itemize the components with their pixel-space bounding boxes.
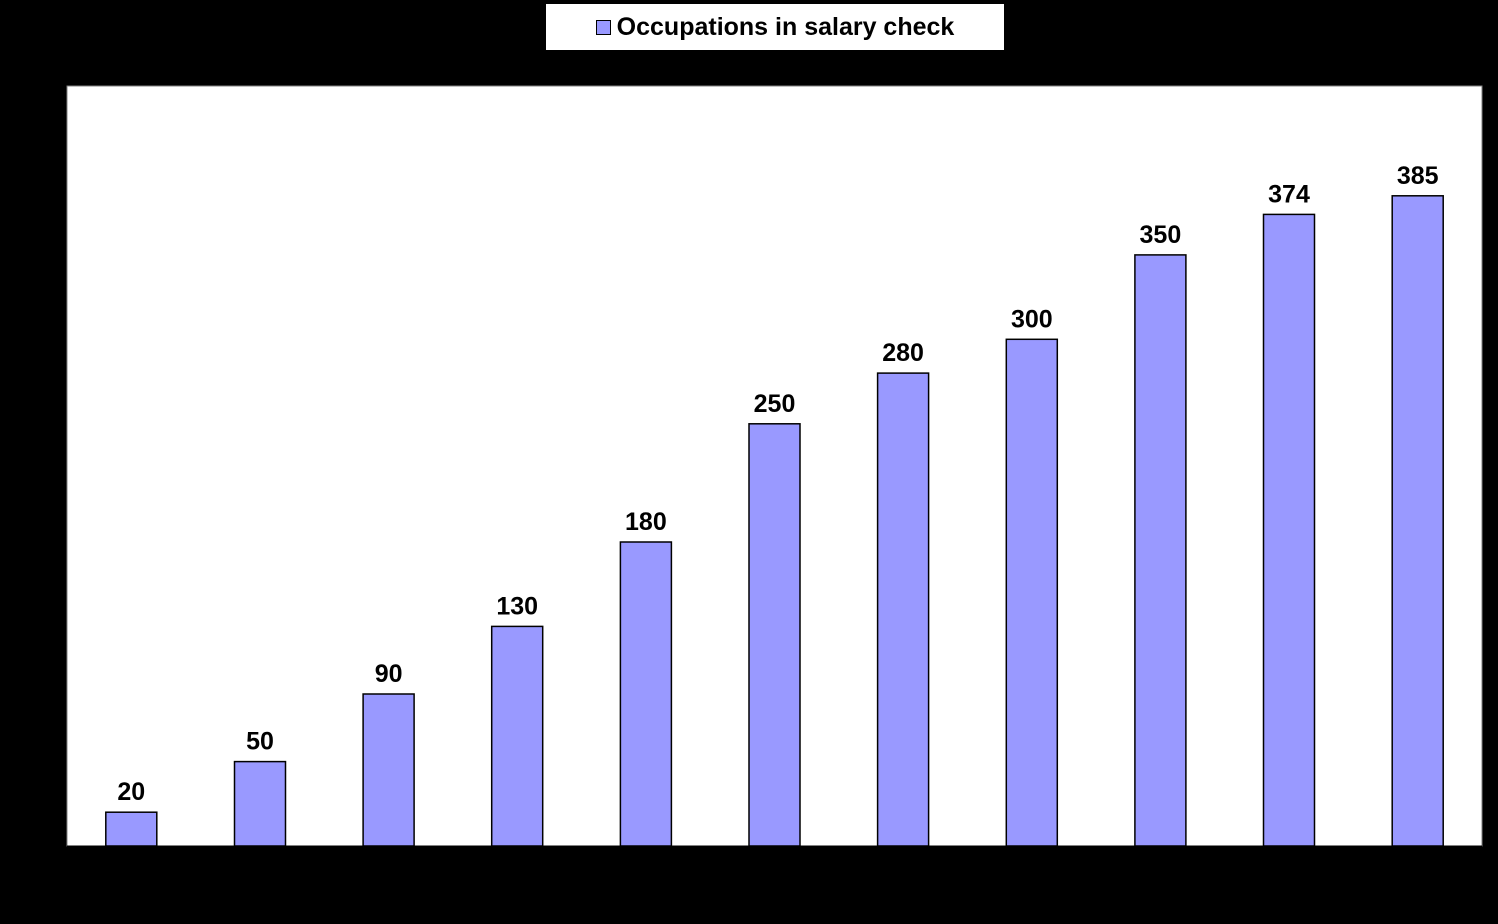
legend-swatch — [595, 19, 611, 35]
bar-4 — [490, 625, 544, 847]
bar-series — [105, 195, 1444, 847]
bar-9 — [1134, 254, 1187, 847]
bar-11 — [1391, 195, 1444, 847]
data-label-5: 180 — [625, 508, 667, 536]
data-label-4: 130 — [496, 592, 538, 620]
bar-7 — [876, 372, 930, 847]
bar-6 — [748, 423, 801, 847]
legend-label: Occupations in salary check — [616, 12, 955, 41]
data-label-9: 350 — [1140, 221, 1182, 249]
data-label-11: 385 — [1397, 162, 1439, 190]
bar-3 — [362, 693, 415, 847]
legend: Occupations in salary check — [546, 4, 1004, 50]
bar-5 — [619, 541, 673, 847]
data-label-6: 250 — [754, 390, 796, 418]
data-label-10: 374 — [1268, 180, 1310, 208]
data-label-8: 300 — [1011, 305, 1053, 333]
bar-2 — [233, 760, 287, 847]
data-label-7: 280 — [882, 339, 924, 367]
bar-8 — [1005, 338, 1059, 847]
data-label-2: 50 — [246, 728, 274, 756]
bar-1 — [105, 811, 158, 847]
data-labels: 20 50 90 130 180 250 280 300 350 374 385 — [117, 162, 1438, 806]
data-label-1: 20 — [117, 778, 145, 806]
bar-10 — [1262, 213, 1316, 847]
data-label-3: 90 — [375, 660, 403, 688]
